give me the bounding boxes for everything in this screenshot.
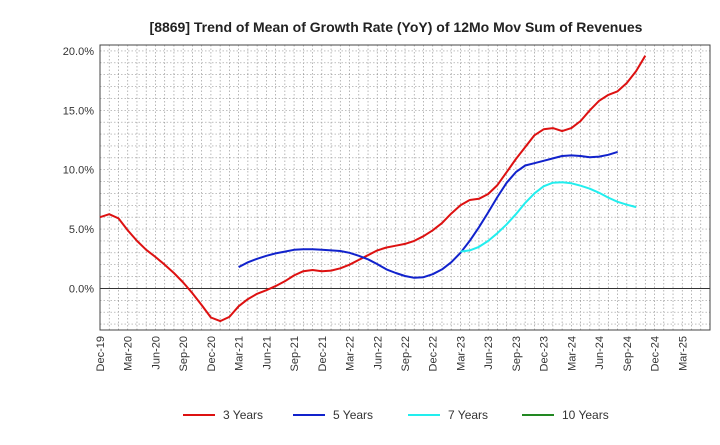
x-tick-label: Jun-23 bbox=[483, 336, 495, 370]
x-tick-label: Mar-20 bbox=[123, 336, 135, 371]
x-tick-label: Dec-20 bbox=[206, 336, 218, 371]
x-tick-label: Jun-20 bbox=[150, 336, 162, 370]
x-tick-label: Jun-22 bbox=[372, 336, 384, 370]
series-line-5-years bbox=[238, 150, 618, 279]
plot-area-border bbox=[99, 44, 711, 331]
x-tick-label: Mar-25 bbox=[677, 336, 689, 371]
x-tick-label: Sep-24 bbox=[622, 336, 634, 371]
grid bbox=[99, 45, 711, 330]
x-tick-label: Mar-23 bbox=[455, 336, 467, 371]
legend-label: 7 Years bbox=[448, 408, 488, 422]
x-tick-label: Jun-24 bbox=[594, 336, 606, 370]
y-tick-label: 0.0% bbox=[69, 283, 94, 295]
x-tick-label: Sep-23 bbox=[511, 336, 523, 371]
x-tick-label: Sep-21 bbox=[289, 336, 301, 371]
x-tick-label: Dec-22 bbox=[428, 336, 440, 371]
x-tick-label: Sep-20 bbox=[178, 336, 190, 371]
legend: 3 Years 5 Years 7 Years 10 Years bbox=[183, 408, 609, 422]
x-tick-label: Jun-21 bbox=[261, 336, 273, 370]
axes: 0.0% 5.0% 10.0% 15.0% 20.0% Dec-19 Mar-20 Jun-2… bbox=[63, 44, 711, 371]
y-tick-label: 15.0% bbox=[63, 105, 94, 117]
legend-label: 3 Years bbox=[223, 408, 263, 422]
chart-title: [8869] Trend of Mean of Growth Rate (YoY… bbox=[150, 19, 643, 35]
x-tick-label: Dec-23 bbox=[539, 336, 551, 371]
y-tick-label: 20.0% bbox=[63, 46, 94, 58]
legend-label: 10 Years bbox=[562, 408, 609, 422]
x-tick-label: Dec-24 bbox=[650, 336, 662, 371]
x-tick-label: Mar-21 bbox=[234, 336, 246, 371]
x-tick-label: Mar-24 bbox=[566, 336, 578, 371]
series-lines bbox=[99, 55, 647, 323]
y-tick-label: 10.0% bbox=[63, 165, 94, 177]
series-line-3-years bbox=[99, 55, 647, 323]
x-tick-label: Dec-21 bbox=[317, 336, 329, 371]
x-tick-label: Mar-22 bbox=[345, 336, 357, 371]
x-tick-label: Dec-19 bbox=[95, 336, 107, 371]
series-line-7-years bbox=[460, 181, 637, 253]
legend-label: 5 Years bbox=[333, 408, 373, 422]
x-tick-label: Sep-22 bbox=[400, 336, 412, 371]
y-tick-label: 5.0% bbox=[69, 224, 94, 236]
